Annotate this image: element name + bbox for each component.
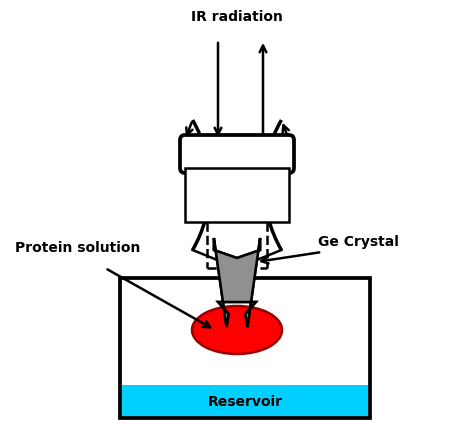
Text: Reservoir: Reservoir — [208, 395, 283, 408]
Polygon shape — [214, 238, 260, 327]
Ellipse shape — [192, 306, 282, 354]
Text: Protein solution: Protein solution — [15, 241, 140, 255]
Bar — [185, 168, 289, 222]
Text: IR radiation: IR radiation — [191, 10, 283, 24]
Bar — [120, 278, 370, 418]
Text: Ge Crystal: Ge Crystal — [318, 235, 399, 249]
Polygon shape — [214, 238, 260, 327]
FancyBboxPatch shape — [180, 135, 294, 173]
Bar — [122, 385, 368, 416]
